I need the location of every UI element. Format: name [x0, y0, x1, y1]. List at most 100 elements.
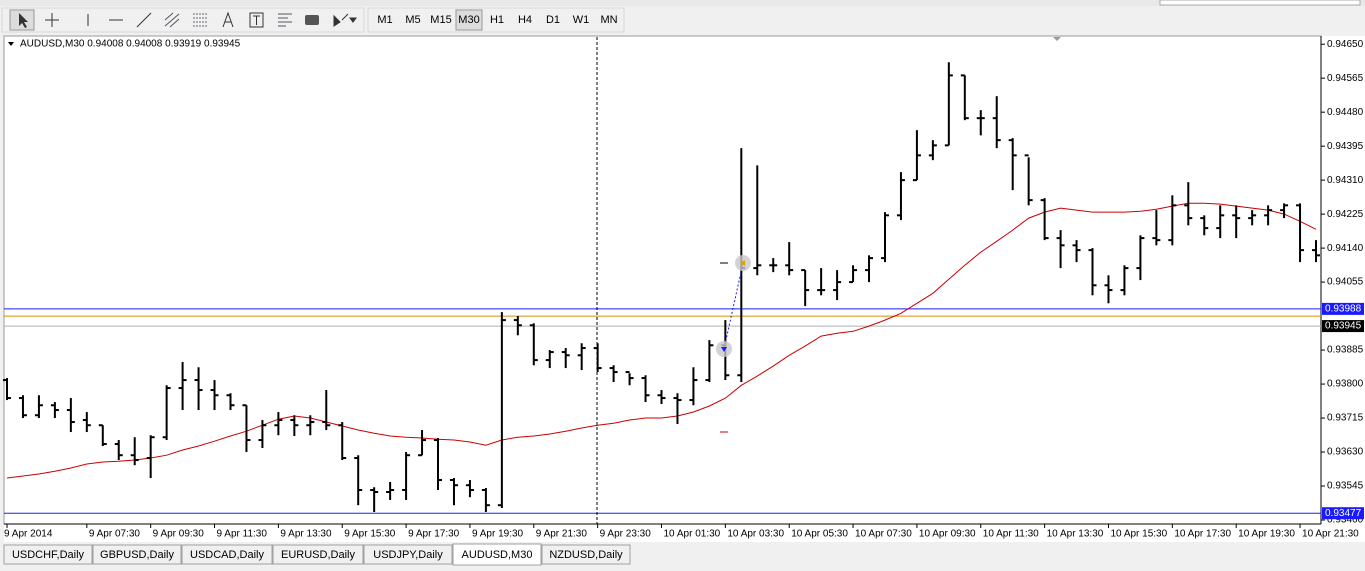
label-tool[interactable] — [249, 12, 264, 28]
chart-tab-label: NZDUSD,Daily — [549, 549, 623, 561]
chart-tab-label: AUDUSD,M30 — [462, 549, 533, 561]
chart-tab[interactable] — [92, 544, 182, 565]
timeframe-label: M5 — [405, 14, 420, 26]
fibo-tool[interactable] — [193, 13, 207, 27]
x-tick-label: 10 Apr 11:30 — [983, 529, 1039, 540]
timeframe-label: M15 — [430, 14, 451, 26]
price-label: 0.93945 — [1325, 321, 1362, 332]
chart-tab[interactable] — [181, 544, 273, 565]
search-box — [1159, 0, 1361, 6]
x-tick-label: 9 Apr 21:30 — [536, 529, 588, 540]
chart-tab-label: USDCHF,Daily — [12, 549, 85, 561]
y-tick-label: 0.94480 — [1327, 107, 1364, 118]
x-tick-label: 10 Apr 19:30 — [1238, 529, 1295, 540]
x-tick-label: 10 Apr 13:30 — [1047, 529, 1104, 540]
symbol-menu-arrow[interactable] — [8, 42, 14, 46]
y-tick-label: 0.93630 — [1327, 447, 1364, 458]
chart-tab-label: USDJPY,Daily — [373, 549, 443, 561]
arrows-tool[interactable] — [333, 13, 357, 27]
chart-tab-label: EURUSD,Daily — [281, 549, 355, 561]
chart-tab[interactable] — [363, 544, 453, 565]
timeframe-button[interactable] — [512, 10, 538, 30]
y-tick-label: 0.94395 — [1327, 141, 1364, 152]
timeframe-button[interactable] — [484, 10, 510, 30]
timeframe-label: D1 — [546, 14, 560, 26]
x-tick-label: 9 Apr 09:30 — [153, 529, 205, 540]
trade-close-arrow — [740, 260, 745, 266]
timeframe-button[interactable] — [540, 10, 566, 30]
x-tick-label: 9 Apr 13:30 — [280, 529, 332, 540]
timeframe-toolbar: M1 M5 M15 M30 H1 H4 D1 W1 MN — [367, 7, 625, 33]
x-tick-label: 9 Apr 17:30 — [408, 529, 460, 540]
timeframe-button[interactable] — [428, 10, 454, 30]
toolbar-frame — [1, 7, 365, 33]
y-tick-label: 0.93800 — [1327, 379, 1364, 390]
y-tick-label: 0.94225 — [1327, 209, 1364, 220]
y-tick-label: 0.94310 — [1327, 175, 1364, 186]
timeframe-button[interactable] — [400, 10, 426, 30]
chart-area[interactable] — [3, 35, 1322, 525]
x-tick-label: 9 Apr 23:30 — [600, 529, 652, 540]
price-label: 0.93477 — [1325, 508, 1362, 519]
price-label-box — [1322, 302, 1364, 315]
x-tick-label: 10 Apr 03:30 — [727, 529, 784, 540]
y-tick-label: 0.93715 — [1327, 413, 1364, 424]
trendline-tool[interactable] — [136, 12, 152, 28]
chart-tab-label: GBPUSD,Daily — [100, 549, 174, 561]
x-tick-label: 10 Apr 07:30 — [855, 529, 912, 540]
x-tick-label: 9 Apr 07:30 — [89, 529, 141, 540]
timeframe-button[interactable] — [596, 10, 622, 30]
x-tick-label: 10 Apr 15:30 — [1110, 529, 1167, 540]
timeframe-button[interactable] — [568, 10, 594, 30]
timeframe-button[interactable] — [372, 10, 398, 30]
label-tool-glyph — [253, 15, 260, 25]
chart-tab-label: USDCAD,Daily — [190, 549, 264, 561]
cursor-icon — [19, 13, 28, 28]
x-tick-label: 10 Apr 17:30 — [1174, 529, 1231, 540]
chart-header: AUDUSD,M30 0.94008 0.94008 0.93919 0.939… — [20, 39, 241, 50]
chart-shift-marker — [1053, 37, 1061, 41]
x-tick-label: 9 Apr 2014 — [4, 529, 53, 540]
trade-link — [723, 262, 744, 350]
y-tick-label: 0.93545 — [1327, 481, 1364, 492]
price-label: 0.93988 — [1325, 304, 1362, 315]
chart-tab[interactable] — [452, 543, 542, 566]
x-tick-label: 9 Apr 19:30 — [472, 529, 524, 540]
chart-tab[interactable] — [541, 544, 631, 565]
price-label-box — [1322, 320, 1364, 333]
menu-strip — [0, 0, 1365, 6]
timeframe-button[interactable] — [455, 9, 483, 31]
timeframe-label: M30 — [458, 14, 479, 26]
time-axis — [4, 524, 1365, 542]
moving-average — [6, 202, 1317, 479]
price-axis — [1321, 36, 1365, 524]
text-tool[interactable] — [222, 11, 234, 28]
x-tick-label: 10 Apr 09:30 — [919, 529, 976, 540]
y-tick-label: 0.94565 — [1327, 73, 1364, 84]
chart-tabs: USDCHF,Daily GBPUSD,Daily USDCAD,Daily EURU… — [3, 543, 631, 566]
x-tick-label: 9 Apr 11:30 — [217, 529, 268, 540]
y-tick-label: 0.94650 — [1327, 39, 1364, 50]
timeframe-label: M1 — [377, 14, 392, 26]
chart-tab[interactable] — [272, 544, 364, 565]
x-tick-label: 10 Apr 05:30 — [791, 529, 848, 540]
y-tick-label: 0.94055 — [1327, 277, 1364, 288]
fibo-fan-tool[interactable] — [278, 13, 292, 27]
y-tick-label: 0.94140 — [1327, 243, 1364, 254]
chart-tab[interactable] — [3, 544, 93, 565]
plot — [3, 62, 1321, 514]
x-tick-label: 10 Apr 21:30 — [1302, 529, 1359, 540]
crosshair-tool[interactable] — [45, 13, 59, 27]
x-tick-label: 10 Apr 01:30 — [664, 529, 721, 540]
shapes-tool[interactable] — [305, 15, 319, 25]
timeframe-label: H1 — [490, 14, 504, 26]
y-tick-label: 0.93460 — [1327, 515, 1364, 526]
y-tick-label: 0.93885 — [1327, 345, 1364, 356]
timeframe-label: H4 — [518, 14, 532, 26]
channel-tool[interactable] — [164, 12, 180, 28]
timeframe-label: W1 — [573, 14, 590, 26]
drawing-toolbar — [1, 7, 365, 33]
x-tick-label: 9 Apr 15:30 — [344, 529, 396, 540]
